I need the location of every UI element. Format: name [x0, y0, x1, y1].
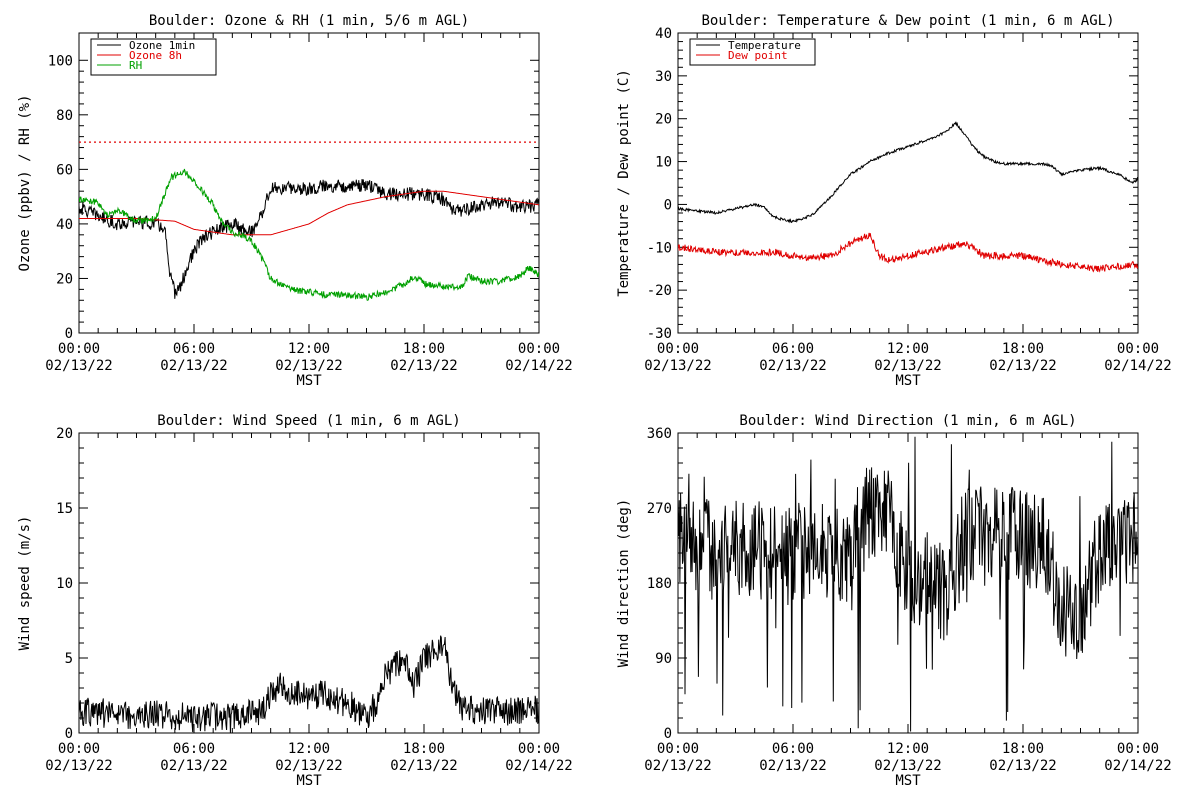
- legend-label: Ozone 8h: [129, 49, 182, 62]
- x-tick-label-date: 02/13/22: [989, 758, 1056, 774]
- y-tick-label: 0: [664, 726, 672, 742]
- x-tick-label-time: 18:00: [1002, 741, 1044, 757]
- plot-frame: [78, 32, 540, 334]
- y-axis-label: Wind direction (deg): [616, 499, 632, 668]
- y-tick-label: -30: [647, 326, 672, 342]
- x-tick-label-time: 18:00: [403, 341, 445, 357]
- x-tick-label-time: 18:00: [403, 741, 445, 757]
- x-tick-label-time: 12:00: [887, 741, 929, 757]
- chart-title: Boulder: Temperature & Dew point (1 min,…: [701, 13, 1114, 29]
- x-tick-label-time: 12:00: [288, 741, 330, 757]
- x-tick-label-time: 12:00: [288, 341, 330, 357]
- x-tick-label-date: 02/13/22: [759, 358, 826, 374]
- x-tick-label-date: 02/13/22: [759, 758, 826, 774]
- x-tick-label-date: 02/13/22: [275, 358, 342, 374]
- x-tick-label-date: 02/13/22: [644, 358, 711, 374]
- y-tick-label: 10: [655, 155, 672, 171]
- series-line-wind_speed: [79, 635, 539, 733]
- plot-frame: [677, 32, 1139, 334]
- x-tick-label-date: 02/13/22: [390, 758, 457, 774]
- chart-panel-temp_dew: Boulder: Temperature & Dew point (1 min,…: [616, 13, 1172, 389]
- y-tick-label: 0: [664, 197, 672, 213]
- chart-panel-ozone_rh: Boulder: Ozone & RH (1 min, 5/6 m AGL)02…: [17, 13, 573, 389]
- x-tick-label-time: 06:00: [772, 341, 814, 357]
- series-line-rh: [79, 168, 539, 301]
- x-tick-label-date: 02/13/22: [989, 358, 1056, 374]
- chart-title: Boulder: Wind Speed (1 min, 6 m AGL): [157, 413, 460, 429]
- x-tick-label-date: 02/13/22: [160, 358, 227, 374]
- y-tick-label: 0: [65, 326, 73, 342]
- x-tick-label-date: 02/14/22: [1104, 758, 1171, 774]
- x-tick-label-time: 00:00: [518, 341, 560, 357]
- legend-box: [689, 38, 816, 66]
- legend-label: Temperature: [728, 39, 801, 52]
- x-tick-label-time: 12:00: [887, 341, 929, 357]
- series-line-temperature: [678, 121, 1138, 224]
- x-tick-label-time: 06:00: [772, 741, 814, 757]
- x-tick-label-date: 02/13/22: [874, 758, 941, 774]
- y-tick-label: 40: [655, 26, 672, 42]
- y-tick-label: 0: [65, 726, 73, 742]
- x-tick-label-time: 18:00: [1002, 341, 1044, 357]
- x-tick-label-date: 02/13/22: [45, 358, 112, 374]
- y-tick-label: 20: [56, 271, 73, 287]
- y-tick-label: 360: [647, 426, 672, 442]
- legend-label: RH: [129, 59, 142, 72]
- x-tick-label-time: 00:00: [1117, 341, 1159, 357]
- x-tick-label-date: 02/13/22: [874, 358, 941, 374]
- x-axis-label: MST: [296, 773, 322, 789]
- x-tick-label-time: 00:00: [58, 341, 100, 357]
- y-tick-label: 60: [56, 162, 73, 178]
- x-tick-label-time: 00:00: [657, 341, 699, 357]
- y-axis-label: Wind speed (m/s): [17, 516, 33, 651]
- y-tick-label: 100: [48, 53, 73, 69]
- legend-label: Ozone 1min: [129, 39, 195, 52]
- chart-panel-wind_dir: Boulder: Wind Direction (1 min, 6 m AGL)…: [616, 413, 1172, 789]
- plot-frame: [78, 432, 540, 734]
- y-tick-label: 20: [56, 426, 73, 442]
- chart-title: Boulder: Ozone & RH (1 min, 5/6 m AGL): [149, 13, 469, 29]
- x-tick-label-time: 00:00: [58, 741, 100, 757]
- x-tick-label-date: 02/14/22: [1104, 358, 1171, 374]
- series-line-ozone-1min: [79, 179, 539, 299]
- chart-title: Boulder: Wind Direction (1 min, 6 m AGL): [739, 413, 1076, 429]
- x-tick-label-date: 02/14/22: [505, 758, 572, 774]
- y-axis-label: Temperature / Dew point (C): [616, 69, 632, 297]
- x-tick-label-time: 06:00: [173, 741, 215, 757]
- x-tick-label-date: 02/13/22: [390, 358, 457, 374]
- y-tick-label: 80: [56, 108, 73, 124]
- series-line-wind_dir: [678, 436, 1138, 732]
- y-tick-label: -10: [647, 240, 672, 256]
- chart-panel-wind_speed: Boulder: Wind Speed (1 min, 6 m AGL) 0 5 10…: [17, 413, 573, 789]
- y-tick-label: 40: [56, 217, 73, 233]
- y-tick-label: 20: [655, 112, 672, 128]
- x-tick-label-date: 02/13/22: [275, 758, 342, 774]
- x-axis-label: MST: [895, 773, 921, 789]
- y-tick-label: -20: [647, 283, 672, 299]
- x-tick-label-time: 00:00: [1117, 741, 1159, 757]
- x-axis-label: MST: [895, 373, 921, 389]
- x-axis-label: MST: [296, 373, 322, 389]
- series-line-dew-point: [678, 232, 1138, 273]
- y-tick-label: 15: [56, 501, 73, 517]
- x-tick-label-date: 02/13/22: [644, 758, 711, 774]
- x-tick-label-date: 02/14/22: [505, 358, 572, 374]
- y-axis-label: Ozone (ppbv) / RH (%): [17, 94, 33, 271]
- x-tick-label-date: 02/13/22: [160, 758, 227, 774]
- series-line-ozone-8h: [79, 190, 539, 236]
- y-tick-label: 5: [65, 651, 73, 667]
- x-tick-label-time: 06:00: [173, 341, 215, 357]
- y-tick-label: 30: [655, 69, 672, 85]
- y-tick-label: 90: [655, 651, 672, 667]
- legend-label: Dew point: [728, 49, 788, 62]
- y-tick-label: 270: [647, 501, 672, 517]
- y-tick-label: 180: [647, 576, 672, 592]
- x-tick-label-date: 02/13/22: [45, 758, 112, 774]
- y-tick-label: 10: [56, 576, 73, 592]
- x-tick-label-time: 00:00: [518, 741, 560, 757]
- x-tick-label-time: 00:00: [657, 741, 699, 757]
